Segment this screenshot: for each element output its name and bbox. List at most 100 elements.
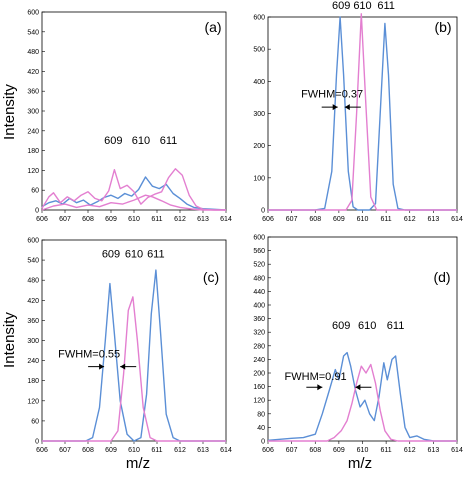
x-tick-label: 610: [357, 447, 369, 454]
peak-label: 609: [332, 0, 350, 12]
y-tick-label: 100: [253, 175, 265, 182]
y-tick-label: 0: [35, 439, 39, 446]
fwhm-annotation: FWHM=0.37: [301, 88, 363, 100]
peak-label: 610: [132, 135, 150, 147]
arrow-head-icon: [99, 363, 105, 370]
arrow-head-icon: [317, 384, 323, 391]
y-tick-label: 320: [253, 330, 265, 337]
y-tick-label: 240: [27, 128, 39, 135]
y-tick-label: 200: [253, 371, 265, 378]
x-axis-label-left: m/z: [126, 455, 150, 472]
peak-label: 611: [147, 248, 165, 260]
x-tick-label: 607: [59, 447, 71, 454]
x-tick-label: 607: [59, 216, 71, 223]
x-tick-label: 606: [262, 216, 274, 223]
y-tick-label: 600: [27, 238, 39, 245]
x-tick-label: 609: [333, 216, 345, 223]
y-tick-label: 480: [27, 49, 39, 56]
y-tick-label: 180: [27, 148, 39, 155]
chart-panel: 0 40 80 120 160 200 240 280 320 360 400 440 480 520 56…: [253, 235, 463, 455]
y-tick-label: 0: [261, 439, 265, 446]
y-axis-label-bottom: Intensity: [1, 312, 18, 368]
y-tick-label: 180: [27, 378, 39, 385]
peak-label: 611: [160, 135, 178, 147]
y-tick-label: 60: [31, 418, 39, 425]
x-tick-label: 614: [220, 216, 232, 223]
x-tick-label: 610: [128, 216, 140, 223]
arrow-head-icon: [355, 384, 361, 391]
x-tick-label: 609: [333, 447, 345, 454]
y-tick-label: 600: [253, 15, 265, 22]
arrow-head-icon: [344, 104, 350, 111]
y-tick-label: 500: [253, 47, 265, 54]
y-tick-label: 0: [261, 208, 265, 215]
series-line: [268, 13, 457, 211]
y-tick-label: 560: [253, 248, 265, 255]
x-tick-label: 612: [404, 216, 416, 223]
y-tick-label: 240: [27, 358, 39, 365]
y-tick-label: 420: [27, 298, 39, 305]
series-line: [268, 16, 457, 211]
peak-label: 609: [104, 135, 122, 147]
panel-letter: (b): [434, 19, 451, 35]
x-axis-label-right: m/z: [348, 455, 372, 472]
y-tick-label: 120: [253, 398, 265, 405]
x-tick-label: 606: [262, 447, 274, 454]
y-tick-label: 80: [257, 411, 265, 418]
y-tick-label: 360: [253, 316, 265, 323]
series-line: [268, 363, 457, 442]
series-line: [267, 351, 457, 442]
y-tick-label: 200: [253, 143, 265, 150]
y-tick-label: 360: [27, 318, 39, 325]
x-tick-label: 611: [381, 447, 392, 454]
chart-panel: 0 60 120 180 240 300 360 420 480 540 600 606 607 608 6…: [27, 10, 232, 224]
y-tick-label: 0: [35, 208, 39, 215]
x-tick-label: 614: [451, 216, 463, 223]
y-tick-label: 440: [253, 289, 265, 296]
x-tick-label: 612: [174, 447, 186, 454]
peak-label: 610: [358, 320, 376, 332]
y-tick-label: 540: [27, 29, 39, 36]
fwhm-annotation: FWHM=0.91: [285, 371, 347, 383]
plot-frame: [41, 239, 227, 442]
x-tick-label: 609: [105, 447, 117, 454]
panel-letter: (a): [204, 19, 221, 35]
y-tick-label: 400: [253, 79, 265, 86]
x-tick-label: 606: [36, 216, 48, 223]
y-tick-label: 300: [253, 111, 265, 118]
x-tick-label: 609: [105, 216, 117, 223]
series-line: [42, 269, 226, 442]
peak-label: 611: [377, 0, 395, 12]
x-tick-label: 611: [151, 216, 162, 223]
peak-label: 611: [387, 320, 405, 332]
plot-frame: [267, 236, 458, 442]
y-tick-label: 240: [253, 357, 265, 364]
panel-letter: (c): [203, 269, 219, 285]
x-tick-label: 608: [309, 216, 321, 223]
y-tick-label: 480: [27, 278, 39, 285]
x-tick-label: 610: [128, 447, 140, 454]
x-tick-label: 607: [286, 216, 298, 223]
x-tick-label: 606: [36, 447, 48, 454]
x-tick-label: 607: [286, 447, 298, 454]
y-tick-label: 40: [257, 425, 265, 432]
plot-frame: [41, 11, 227, 211]
y-tick-label: 300: [27, 109, 39, 116]
x-tick-label: 613: [197, 447, 209, 454]
y-tick-label: 300: [27, 338, 39, 345]
y-tick-label: 540: [27, 258, 39, 265]
y-tick-label: 520: [253, 262, 265, 269]
y-tick-label: 120: [27, 398, 39, 405]
x-tick-label: 612: [174, 216, 186, 223]
y-tick-label: 60: [31, 188, 39, 195]
y-tick-label: 360: [27, 89, 39, 96]
y-tick-label: 600: [27, 10, 39, 17]
x-tick-label: 614: [220, 447, 232, 454]
x-tick-label: 613: [428, 216, 440, 223]
x-tick-label: 611: [381, 216, 392, 223]
y-tick-label: 280: [253, 343, 265, 350]
y-tick-label: 480: [253, 275, 265, 282]
x-tick-label: 614: [451, 447, 463, 454]
y-tick-label: 600: [253, 235, 265, 242]
